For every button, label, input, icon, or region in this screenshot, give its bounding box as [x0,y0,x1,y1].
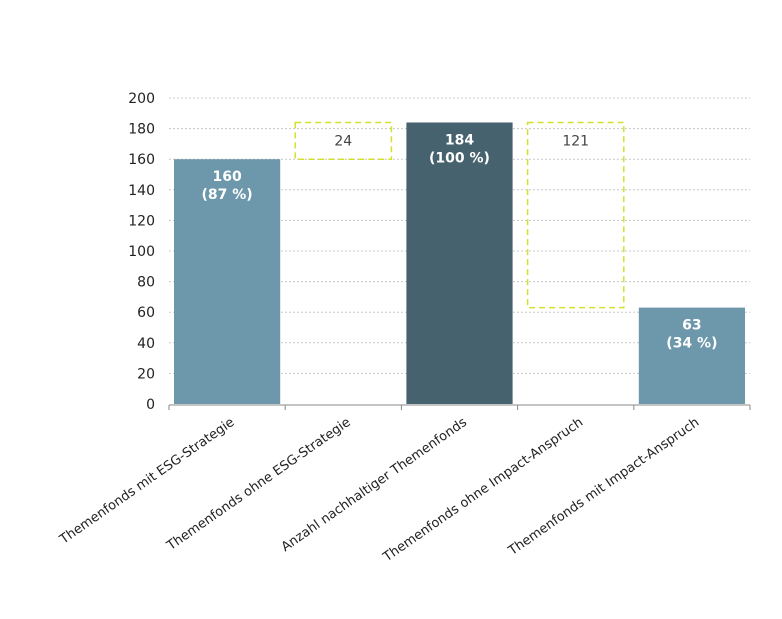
bar [638,307,745,404]
dashed-bar [294,121,393,160]
bar-value-label: 160 [212,169,241,185]
y-tick-label: 120 [128,213,155,229]
x-category-label: Themenfonds ohne Impact-Anspruch [380,415,586,566]
bar-value-label: 184 [445,132,474,148]
bar-value-label: 24 [334,133,352,149]
y-tick-label: 160 [128,152,155,168]
bar-value-label: 63 [682,318,701,334]
x-category-label: Themenfonds mit ESG-Strategie [56,415,237,548]
x-category-label: Themenfonds ohne ESG-Strategie [164,415,354,554]
y-tick-label: 0 [146,397,155,413]
y-tick-label: 180 [128,122,155,138]
y-tick-label: 140 [128,183,155,199]
bar-value-label: 121 [562,133,589,149]
x-category-label: Themenfonds mit Impact-Anspruch [505,415,702,559]
bar [174,159,281,404]
bar-percent-label: (34 %) [666,336,717,352]
y-tick-label: 80 [137,275,155,291]
bar [406,122,513,404]
y-tick-label: 60 [137,305,155,321]
y-tick-label: 200 [128,91,155,107]
y-tick-label: 20 [137,366,155,382]
bar-percent-label: (87 %) [202,187,253,203]
dashed-bar [526,121,625,309]
bar-percent-label: (100 %) [429,150,490,166]
x-category-label: Anzahl nachhaltiger Themenfonds [279,415,470,555]
y-tick-label: 40 [137,336,155,352]
y-tick-label: 100 [128,244,155,260]
